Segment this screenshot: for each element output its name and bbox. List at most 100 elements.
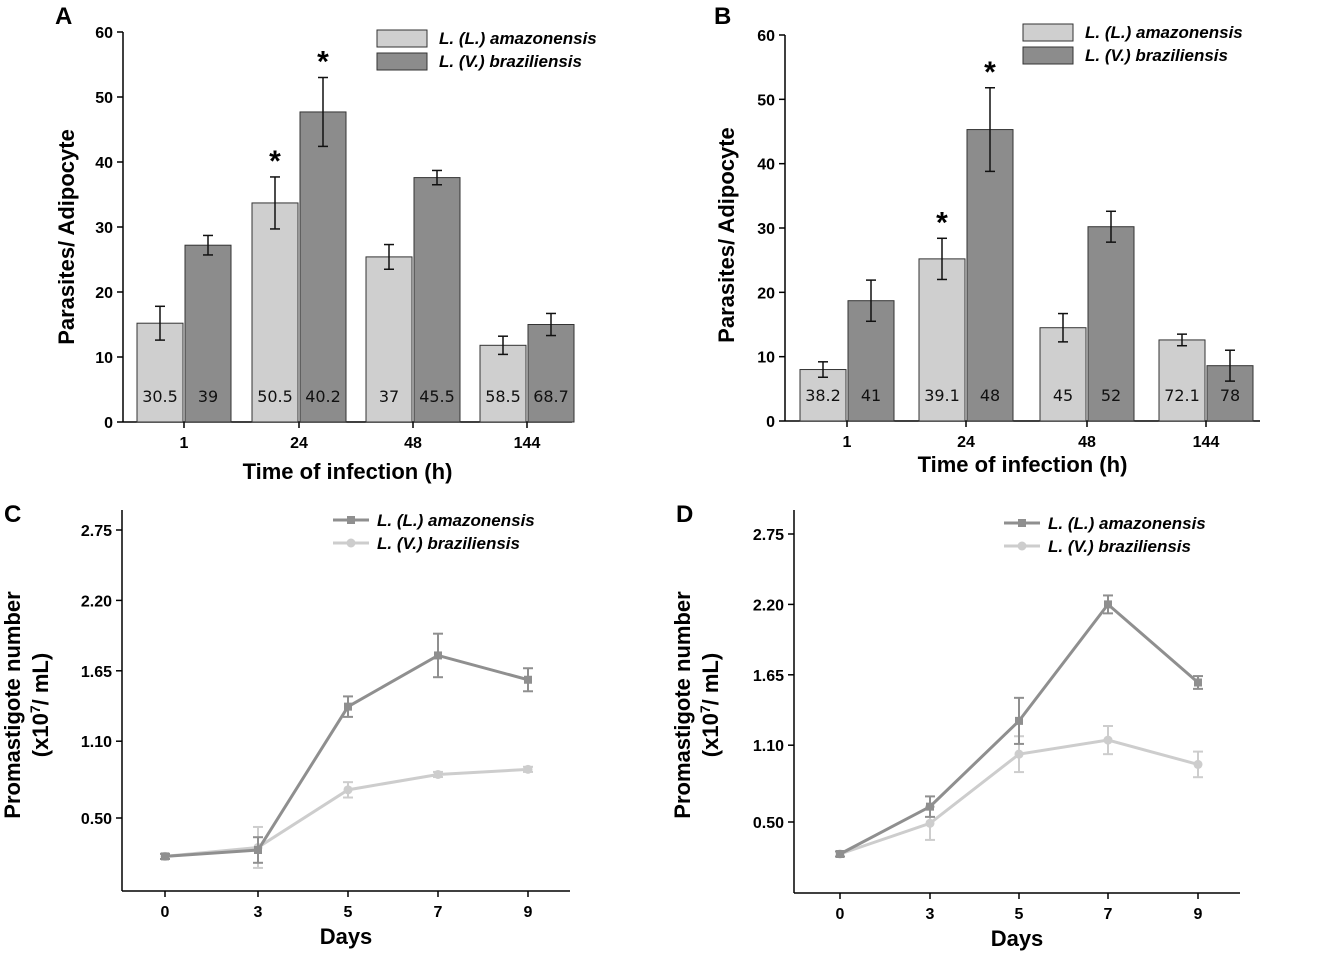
d-legend-label: L. (L.) amazonensis bbox=[1048, 514, 1206, 533]
c-xtick-label: 9 bbox=[524, 904, 533, 921]
b-ytick-label: 10 bbox=[757, 350, 775, 367]
d-ytick-label: 2.20 bbox=[753, 597, 784, 614]
d-y-axis-title: Promastigote number (x107/ mL) bbox=[670, 591, 723, 819]
c-ytick-label: 1.10 bbox=[81, 734, 112, 751]
c-data-point bbox=[254, 846, 262, 854]
d-data-point bbox=[925, 818, 935, 828]
c-legend-label: L. (L.) amazonensis bbox=[377, 511, 535, 530]
a-xtick-label: 48 bbox=[404, 435, 422, 452]
c-legend-label: L. (V.) braziliensis bbox=[377, 534, 520, 553]
c-xtick-label: 7 bbox=[434, 904, 443, 921]
b-bar bbox=[1158, 339, 1206, 422]
c-data-point bbox=[434, 651, 442, 660]
b-bar bbox=[1087, 226, 1135, 422]
a-ytick-label: 20 bbox=[95, 285, 113, 302]
c-data-point bbox=[344, 702, 352, 711]
b-bar bbox=[1206, 365, 1254, 422]
c-y-axis-title-line2: (x10 bbox=[28, 713, 53, 757]
c-data-point bbox=[523, 764, 533, 774]
c-data-point bbox=[433, 769, 443, 779]
d-ytick-label: 1.10 bbox=[753, 738, 784, 755]
a-xtick-label: 24 bbox=[290, 435, 308, 452]
a-legend-swatch bbox=[376, 29, 428, 48]
b-ytick-label: 20 bbox=[757, 285, 775, 302]
a-x-axis-title: Time of infection (h) bbox=[243, 459, 453, 484]
a-ytick-label: 0 bbox=[104, 415, 113, 432]
d-xtick-label: 5 bbox=[1015, 906, 1024, 923]
c-ytick-label: 2.75 bbox=[81, 523, 112, 540]
b-ytick-label: 0 bbox=[766, 414, 775, 431]
d-data-point bbox=[1014, 749, 1024, 759]
d-y-axis-title-unit: / mL) bbox=[698, 653, 723, 706]
c-y-axis-title-unit: / mL) bbox=[28, 653, 53, 706]
a-ytick-label: 30 bbox=[95, 220, 113, 237]
b-bar-label: 39.1 bbox=[924, 386, 960, 405]
b-bar-label: 48 bbox=[980, 386, 1000, 405]
a-significance-star: * bbox=[317, 46, 329, 79]
c-data-point bbox=[343, 785, 353, 795]
d-data-point bbox=[1193, 759, 1203, 769]
b-bar-label: 41 bbox=[861, 386, 881, 405]
d-y-axis-title-line2: (x10 bbox=[698, 713, 723, 757]
b-xtick-label: 144 bbox=[1193, 434, 1220, 451]
a-y-axis-title: Parasites/ Adipocyte bbox=[54, 129, 79, 345]
d-ytick-label: 0.50 bbox=[753, 815, 784, 832]
d-xtick-label: 9 bbox=[1194, 906, 1203, 923]
c-y-axis-title-sup: 7 bbox=[27, 705, 43, 713]
a-bar bbox=[251, 202, 299, 423]
panel-c: 0.50 1.10 1.65 2.20 2.75 0 3 5 7 9 Days Promastigot… bbox=[0, 510, 570, 949]
d-xtick-label: 3 bbox=[926, 906, 935, 923]
b-legend-label: L. (L.) amazonensis bbox=[1085, 23, 1243, 42]
a-ytick-label: 40 bbox=[95, 155, 113, 172]
d-ytick-label: 1.65 bbox=[753, 668, 784, 685]
panel-d: 0.50 1.10 1.65 2.20 2.75 0 3 5 7 9 Days Promastigot… bbox=[670, 510, 1240, 951]
a-legend-label: L. (V.) braziliensis bbox=[439, 52, 582, 71]
d-data-point bbox=[926, 802, 934, 811]
d-xtick-label: 7 bbox=[1104, 906, 1113, 923]
b-ytick-label: 50 bbox=[757, 92, 775, 109]
panel-a: 0 10 20 30 40 50 60 1 30.5 39 24 50.5 * 40.2 * 48 37 45.5… bbox=[54, 25, 597, 484]
c-ytick-label: 0.50 bbox=[81, 811, 112, 828]
d-legend-label: L. (V.) braziliensis bbox=[1048, 537, 1191, 556]
c-x-axis-title: Days bbox=[320, 924, 373, 949]
a-ytick-label: 60 bbox=[95, 25, 113, 42]
c-ytick-label: 2.20 bbox=[81, 593, 112, 610]
c-legend-marker bbox=[347, 516, 355, 524]
a-xtick-label: 144 bbox=[514, 435, 541, 452]
a-ytick-label: 50 bbox=[95, 90, 113, 107]
panel-letter-b: B bbox=[714, 3, 731, 30]
b-bar-label: 38.2 bbox=[805, 386, 841, 405]
a-bar bbox=[479, 344, 527, 423]
d-y-axis-title-sup: 7 bbox=[697, 705, 713, 713]
a-ytick-label: 10 bbox=[95, 350, 113, 367]
a-bar-label: 40.2 bbox=[305, 387, 341, 406]
b-legend-swatch bbox=[1022, 46, 1074, 65]
panel-letter-c: C bbox=[4, 501, 21, 528]
a-bar bbox=[184, 244, 232, 423]
b-bar bbox=[966, 129, 1014, 422]
a-bar-label: 30.5 bbox=[142, 387, 178, 406]
a-bar bbox=[527, 324, 575, 423]
a-bar-label: 58.5 bbox=[485, 387, 521, 406]
a-legend-label: L. (L.) amazonensis bbox=[439, 29, 597, 48]
d-data-point bbox=[1104, 600, 1112, 609]
a-bar-label: 39 bbox=[198, 387, 218, 406]
a-bar-label: 68.7 bbox=[533, 387, 569, 406]
b-significance-star: * bbox=[936, 206, 948, 239]
c-xtick-label: 5 bbox=[344, 904, 353, 921]
a-bar-label: 37 bbox=[379, 387, 399, 406]
d-data-point bbox=[1194, 678, 1202, 687]
b-bar-label: 45 bbox=[1053, 386, 1073, 405]
b-xtick-label: 24 bbox=[957, 434, 975, 451]
b-bar bbox=[918, 258, 966, 422]
d-ytick-label: 2.75 bbox=[753, 527, 784, 544]
b-x-axis-title: Time of infection (h) bbox=[918, 452, 1128, 477]
d-xtick-label: 0 bbox=[836, 906, 845, 923]
a-legend-swatch bbox=[376, 52, 428, 71]
a-bar-label: 50.5 bbox=[257, 387, 293, 406]
d-x-axis-title: Days bbox=[991, 926, 1044, 951]
b-ytick-label: 60 bbox=[757, 28, 775, 45]
c-legend-marker bbox=[346, 538, 356, 548]
d-data-point bbox=[836, 850, 844, 858]
